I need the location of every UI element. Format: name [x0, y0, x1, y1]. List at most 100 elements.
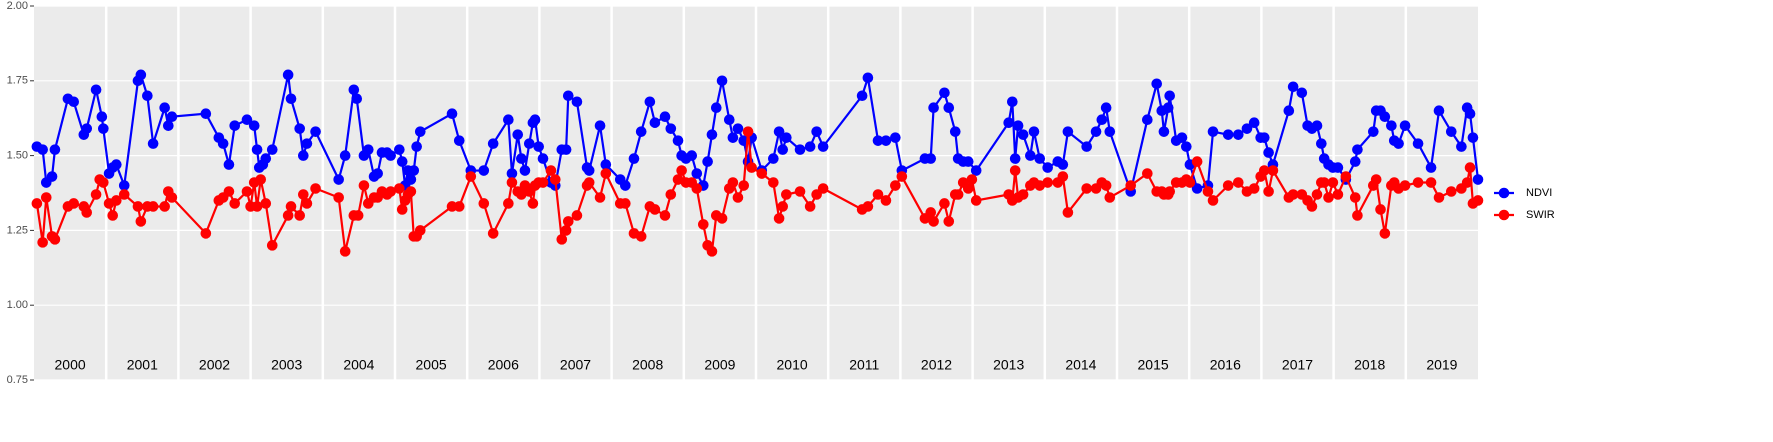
point [890, 180, 901, 191]
point [562, 90, 574, 102]
point [333, 192, 344, 203]
point [880, 135, 892, 146]
point [1090, 126, 1102, 137]
point [478, 165, 490, 176]
year-label: 2004 [343, 357, 374, 373]
point [1142, 168, 1153, 179]
point [571, 96, 583, 108]
point [503, 198, 514, 209]
point [952, 189, 964, 200]
point [856, 90, 868, 102]
year-label: 2000 [55, 357, 86, 373]
point [600, 168, 612, 179]
point [1349, 192, 1361, 203]
point [1425, 177, 1437, 188]
point [966, 174, 978, 185]
point [1081, 183, 1092, 194]
point [773, 126, 785, 137]
point [594, 120, 606, 131]
point [1296, 87, 1308, 99]
point [159, 201, 170, 212]
point [147, 138, 159, 149]
point [644, 96, 656, 108]
point [1327, 177, 1339, 188]
point [811, 126, 822, 137]
point [266, 240, 278, 251]
point [1025, 150, 1036, 161]
point [1009, 165, 1021, 176]
point [804, 141, 816, 152]
point [1232, 129, 1244, 140]
point [465, 171, 477, 182]
point [68, 96, 80, 108]
point [1100, 102, 1112, 114]
point [702, 156, 713, 167]
point [31, 198, 43, 209]
y-tick-label: 2.00 [7, 0, 28, 12]
point [1267, 165, 1279, 176]
year-label: 2017 [1282, 357, 1313, 373]
point [1433, 192, 1445, 203]
point [943, 102, 955, 114]
point [298, 189, 309, 200]
point [1158, 126, 1170, 137]
point [1464, 162, 1476, 173]
point [1283, 105, 1295, 117]
legend-label: SWIR [1526, 209, 1555, 221]
year-label: 2002 [199, 357, 230, 373]
y-tick-label: 0.75 [7, 374, 28, 386]
point [742, 126, 754, 137]
year-label: 2008 [632, 357, 663, 373]
point [411, 141, 422, 152]
point [408, 165, 420, 176]
point [727, 177, 739, 188]
point [562, 216, 574, 227]
point [1445, 126, 1457, 137]
point [223, 186, 235, 197]
year-label: 2018 [1354, 357, 1385, 373]
point [147, 201, 159, 212]
point [251, 144, 263, 155]
point [229, 120, 241, 131]
point [777, 144, 789, 155]
point [285, 201, 297, 212]
point [1287, 189, 1299, 200]
point [1263, 147, 1274, 158]
year-label: 2005 [416, 357, 447, 373]
point [301, 198, 313, 209]
point [487, 138, 499, 149]
year-label: 2011 [849, 357, 879, 373]
point [348, 84, 360, 96]
point [159, 102, 170, 114]
point [1222, 180, 1234, 191]
point [925, 153, 937, 164]
point [405, 174, 417, 185]
point [98, 177, 109, 188]
legend-label: NDVI [1526, 187, 1552, 199]
point [478, 198, 490, 209]
point [1287, 81, 1299, 93]
point [132, 201, 144, 212]
point [1412, 177, 1424, 188]
point [111, 195, 122, 206]
y-tick-label: 1.00 [7, 299, 28, 311]
year-label: 2003 [271, 357, 302, 373]
point [516, 153, 527, 164]
point [925, 207, 937, 218]
point [405, 186, 417, 197]
point [862, 201, 874, 212]
point [1306, 201, 1318, 212]
point [339, 246, 351, 257]
point [1258, 132, 1270, 143]
point [1323, 192, 1334, 203]
point [635, 126, 647, 137]
point [723, 114, 735, 125]
point [1142, 114, 1153, 125]
point [241, 114, 253, 125]
point [135, 216, 147, 227]
point [333, 174, 344, 185]
point [872, 135, 884, 146]
point [68, 198, 80, 209]
point [738, 180, 750, 191]
